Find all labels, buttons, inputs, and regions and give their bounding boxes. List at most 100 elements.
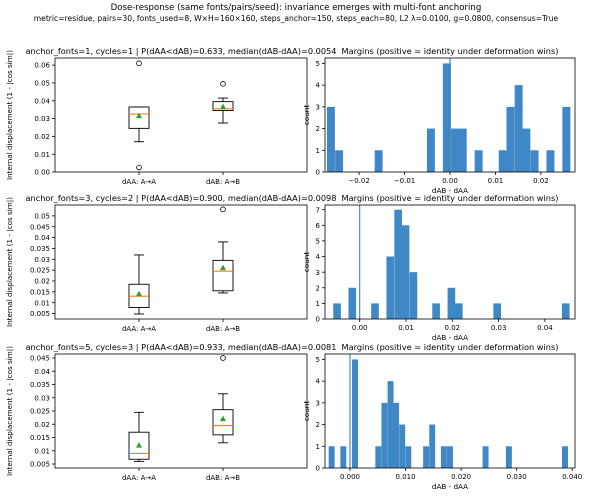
y-tick-label: 3 [316,399,320,407]
y-tick-label: 0.06 [34,62,50,70]
boxplot-1 [128,254,150,315]
axes-frame [54,57,308,173]
histogram-bar [429,424,436,468]
mean-marker [136,112,142,119]
histogram-bar [442,63,451,172]
histogram-bar [447,446,453,468]
histogram-bar [458,128,467,172]
y-tick-label: 3 [316,269,320,277]
chart-panel-6: Margins (positive = identity under defor… [302,342,582,491]
y-tick-label: 0.025 [30,408,50,416]
histogram-bar [451,128,459,172]
iqr-box [212,409,234,436]
panel-title: Margins (positive = identity under defor… [342,46,559,56]
histogram-bar [348,287,357,319]
x-tick-label: −0.02 [348,177,369,185]
y-axis-label: Internal displacement (1 - |cos sim|) [5,346,14,476]
y-tick-label: 0 [316,465,320,473]
figure-title-line1: Dose-response (same fonts/pairs/seed): i… [111,3,482,13]
x-tick-label: 0.010 [396,473,416,481]
histogram-bar [335,150,344,172]
y-tick-label: 5 [316,60,320,68]
y-tick-label: 0.035 [30,381,50,389]
y-axis-label: count [302,105,311,125]
charts-grid: anchor_fonts=1, cycles=1 | P(dAA<dAB)=0.… [5,46,582,491]
histogram-bar [493,303,502,319]
y-tick-label: 1 [316,300,320,308]
x-tick-label: dAB: A→B [206,474,240,482]
x-tick-label: 0.02 [533,177,549,185]
y-tick-label: 0.045 [30,223,50,231]
histogram-bar [374,150,383,172]
boxplot-2 [212,81,234,124]
axes-frame [54,204,308,320]
histogram-bar [401,225,410,319]
panel-title: anchor_fonts=3, cycles=2 | P(dAA<dAB)=0.… [26,193,337,203]
y-tick-label: 0 [316,169,320,177]
y-tick-label: 5 [316,356,320,364]
y-tick-label: 0.005 [30,310,50,318]
histogram-bar [340,446,347,468]
boxplot-2 [212,355,234,444]
y-tick-label: 0.04 [34,97,50,105]
x-tick-label: dAA: A→A [122,474,156,482]
panel-title: anchor_fonts=1, cycles=1 | P(dAA<dAB)=0.… [26,46,337,56]
y-tick-label: 0.04 [34,368,50,376]
outlier-point [220,355,226,361]
histogram-bar [387,381,394,468]
x-tick-label: 0.00 [352,324,368,332]
y-tick-label: 6 [316,222,321,230]
iqr-box [212,101,234,111]
x-tick-label: 0.01 [488,177,504,185]
mean-marker [220,415,226,422]
iqr-box [128,106,150,129]
histogram-bar [562,446,568,468]
histogram-bar [328,446,335,468]
axes-frame [54,353,308,469]
panel-title: Margins (positive = identity under defor… [342,193,559,203]
y-tick-label: 0.05 [34,212,50,220]
outlier-point [220,81,226,87]
y-tick-label: 0.04 [34,234,50,242]
y-tick-label: 4 [316,82,321,90]
y-tick-label: 0.03 [34,256,50,264]
histogram-bar [326,106,335,172]
y-tick-label: 0.015 [30,288,50,296]
chart-panel-3: anchor_fonts=3, cycles=2 | P(dAA<dAB)=0.… [5,193,336,333]
histogram-bar [474,150,483,172]
panel-title: anchor_fonts=5, cycles=3 | P(dAA<dAB)=0.… [26,342,337,352]
y-tick-label: 0.025 [30,267,50,275]
y-tick-label: 0.035 [30,245,50,253]
histogram-bar [405,446,412,468]
mean-marker [220,103,226,110]
y-tick-label: 0.005 [30,461,50,469]
histogram-bar [426,128,435,172]
y-tick-label: 0.01 [34,299,50,307]
histogram-bar [352,359,358,468]
y-tick-label: 2 [316,284,320,292]
x-tick-label: 0.03 [491,324,507,332]
y-tick-label: 0.02 [34,133,50,141]
x-tick-label: 0.01 [398,324,414,332]
x-tick-label: dAA: A→A [122,178,156,186]
y-tick-label: 0.02 [34,421,50,429]
boxplot-1 [128,60,150,171]
chart-panel-5: anchor_fonts=5, cycles=3 | P(dAA<dAB)=0.… [5,342,336,482]
axes-frame [324,204,576,320]
x-tick-label: 0.020 [451,473,471,481]
y-tick-label: 0.03 [34,394,50,402]
histogram-bar [522,128,531,172]
iqr-box [128,431,150,460]
y-tick-label: 5 [316,238,320,246]
histogram-bar [498,150,507,172]
y-axis-label: count [302,401,311,421]
y-tick-label: 0.045 [30,355,50,363]
histogram-bar [530,150,539,172]
histogram-bar [482,446,489,468]
outlier-point [220,206,226,213]
histogram-bar [386,256,395,319]
panel-title: Margins (positive = identity under defor… [342,342,559,352]
y-axis-label: Internal displacement (1 - |cos sim|) [5,197,14,327]
histogram-bar [505,446,512,468]
